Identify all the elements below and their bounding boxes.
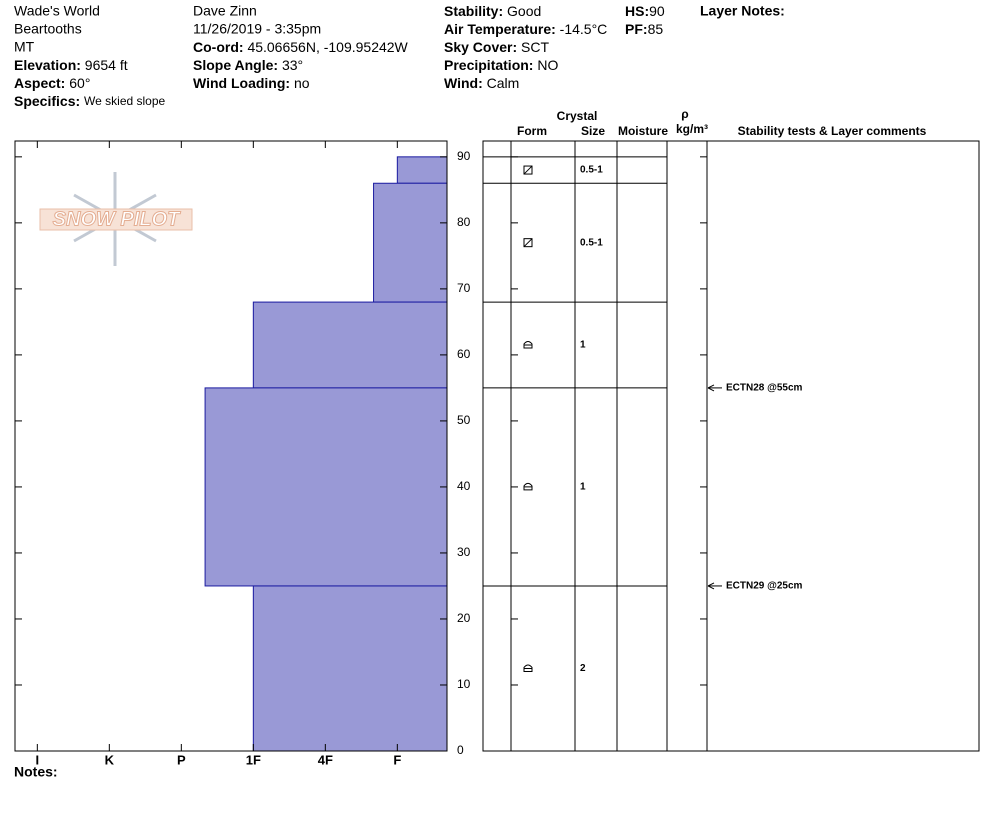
col-size: Size bbox=[581, 124, 605, 138]
value: 85 bbox=[648, 21, 664, 37]
x-tick-label: 1F bbox=[246, 752, 261, 767]
hardness-bar bbox=[396, 156, 448, 184]
label: Wind Loading: bbox=[193, 75, 290, 91]
value: 90 bbox=[649, 3, 665, 19]
hardness-bar bbox=[252, 585, 448, 752]
x-tick-label: I bbox=[36, 752, 40, 767]
col-form: Form bbox=[517, 124, 547, 138]
size-label: 1 bbox=[580, 482, 586, 493]
x-tick-label: K bbox=[105, 752, 115, 767]
precip: Precipitation: NO bbox=[444, 57, 558, 73]
label: Elevation: bbox=[14, 57, 81, 73]
sky: Sky Cover: SCT bbox=[444, 39, 549, 55]
aspect: Aspect: 60° bbox=[14, 75, 90, 91]
datetime: 11/26/2019 - 3:35pm bbox=[193, 21, 321, 37]
value: Good bbox=[507, 3, 541, 19]
layer-notes: Layer Notes: bbox=[700, 3, 785, 19]
value: 60° bbox=[69, 75, 90, 91]
col-comments: Stability tests & Layer comments bbox=[738, 124, 927, 138]
table-frame bbox=[482, 140, 980, 752]
label: Aspect: bbox=[14, 75, 65, 91]
value: -14.5°C bbox=[560, 21, 608, 37]
hardness-bar bbox=[373, 182, 448, 303]
elevation: Elevation: 9654 ft bbox=[14, 57, 128, 73]
y-tick-label: 20 bbox=[457, 611, 471, 625]
coord: Co-ord: 45.06656N, -109.95242W bbox=[193, 39, 409, 55]
wind: Wind: Calm bbox=[444, 75, 519, 91]
label: Slope Angle: bbox=[193, 57, 278, 73]
column-headers: Crystal Form Size Moisture ρ kg/m³ Stabi… bbox=[517, 107, 927, 138]
y-tick-label: 10 bbox=[457, 677, 471, 691]
hs: HS:90 bbox=[625, 3, 665, 19]
y-tick-label: 80 bbox=[457, 215, 471, 229]
arrow-head bbox=[707, 582, 715, 590]
value: SCT bbox=[521, 39, 549, 55]
hardness-bar bbox=[204, 387, 448, 587]
form-icon bbox=[523, 238, 533, 248]
label: Wind: bbox=[444, 75, 483, 91]
logo-text: SNOW PILOT bbox=[53, 208, 181, 230]
arrow-head bbox=[707, 384, 715, 392]
y-tick-label: 70 bbox=[457, 281, 471, 295]
col-rho: ρ bbox=[681, 107, 688, 121]
observer: Dave Zinn bbox=[193, 3, 257, 19]
pf: PF:85 bbox=[625, 21, 663, 37]
location: Wade's World bbox=[14, 3, 100, 19]
specifics: Specifics: We skied slope bbox=[14, 93, 166, 109]
state: MT bbox=[14, 39, 35, 55]
value: 45.06656N, -109.95242W bbox=[247, 39, 408, 55]
x-tick-label: F bbox=[393, 752, 401, 767]
size-label: 2 bbox=[580, 663, 586, 674]
form-icon bbox=[523, 165, 533, 175]
test-label: ECTN28 @55cm bbox=[726, 383, 803, 394]
label: Air Temperature: bbox=[444, 21, 556, 37]
form-icon bbox=[523, 482, 533, 491]
label: PF: bbox=[625, 21, 648, 37]
air-temp: Air Temperature: -14.5°C bbox=[444, 21, 607, 37]
label: Co-ord: bbox=[193, 39, 244, 55]
value: 9654 ft bbox=[85, 57, 128, 73]
form-icon bbox=[523, 165, 533, 175]
value: no bbox=[294, 75, 310, 91]
label: Stability: bbox=[444, 3, 503, 19]
notes: Notes: bbox=[14, 764, 58, 780]
value: NO bbox=[537, 57, 558, 73]
logo-band bbox=[39, 208, 193, 231]
stability: Stability: Good bbox=[444, 3, 541, 19]
col-crystal: Crystal bbox=[557, 109, 598, 123]
y-tick-label: 60 bbox=[457, 347, 471, 361]
form-icon bbox=[523, 238, 533, 248]
size-label: 0.5-1 bbox=[580, 237, 603, 248]
label: Specifics: bbox=[14, 93, 80, 109]
logo: SNOW PILOT bbox=[39, 172, 193, 266]
y-tick-label: 30 bbox=[457, 545, 471, 559]
value: 33° bbox=[282, 57, 303, 73]
test-label: ECTN29 @25cm bbox=[726, 581, 803, 592]
header: Wade's World Beartooths MT Elevation: 96… bbox=[14, 3, 785, 780]
col-moisture: Moisture bbox=[618, 124, 668, 138]
hardness-bar bbox=[252, 301, 448, 389]
form-icon bbox=[523, 340, 533, 349]
y-tick-label: 50 bbox=[457, 413, 471, 427]
value: We skied slope bbox=[84, 94, 165, 108]
y-tick-label: 0 bbox=[457, 743, 464, 757]
form-icon bbox=[523, 664, 533, 672]
label: Sky Cover: bbox=[444, 39, 517, 55]
label: Precipitation: bbox=[444, 57, 533, 73]
size-label: 1 bbox=[580, 340, 586, 351]
wind-loading: Wind Loading: no bbox=[193, 75, 310, 91]
col-density: kg/m³ bbox=[676, 122, 708, 136]
slope: Slope Angle: 33° bbox=[193, 57, 303, 73]
size-label: 0.5-1 bbox=[580, 165, 603, 176]
value: Calm bbox=[487, 75, 520, 91]
label: HS: bbox=[625, 3, 649, 19]
y-tick-label: 40 bbox=[457, 479, 471, 493]
x-tick-label: P bbox=[177, 752, 186, 767]
x-tick-label: 4F bbox=[318, 752, 333, 767]
profile-frame bbox=[14, 140, 448, 752]
range: Beartooths bbox=[14, 21, 82, 37]
y-tick-label: 90 bbox=[457, 149, 471, 163]
